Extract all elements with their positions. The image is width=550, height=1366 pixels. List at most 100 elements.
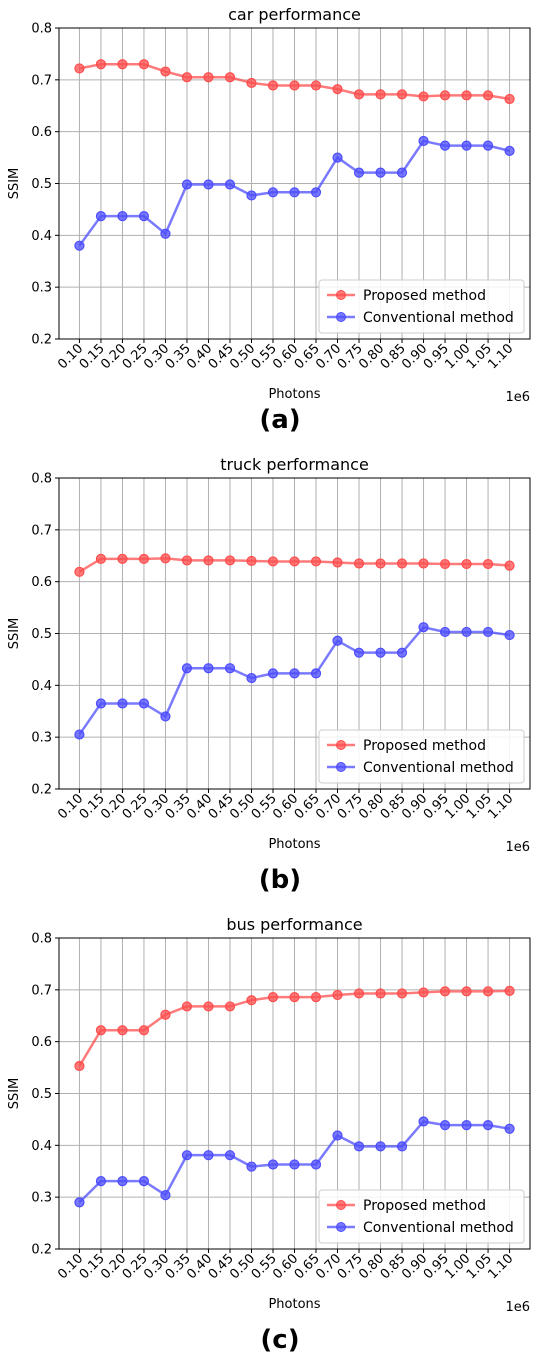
data-point-proposed (160, 553, 171, 564)
data-point-proposed (117, 1025, 128, 1036)
data-point-proposed (138, 553, 150, 564)
y-axis-label: SSIM (7, 618, 22, 650)
y-tick-label: 0.2 (31, 333, 52, 348)
x-axis-offset-text: 1e6 (505, 840, 530, 855)
data-point-proposed (95, 553, 107, 564)
data-point-conventional (74, 240, 85, 251)
data-point-proposed (267, 556, 279, 567)
data-point-conventional (267, 668, 279, 679)
data-point-conventional (267, 1159, 279, 1170)
data-point-proposed (181, 72, 193, 83)
data-point-conventional (160, 1189, 171, 1201)
y-tick-label: 0.6 (31, 1035, 52, 1050)
x-axis-label: Photons (268, 387, 320, 402)
data-point-conventional (332, 152, 343, 163)
data-point-proposed (396, 558, 408, 569)
data-point-proposed (267, 991, 279, 1003)
data-point-proposed (310, 80, 322, 91)
data-point-proposed (353, 558, 365, 569)
y-tick-label: 0.7 (31, 983, 52, 998)
data-point-conventional (418, 1116, 429, 1127)
data-point-proposed (310, 556, 322, 567)
data-point-proposed (482, 986, 494, 997)
data-point-proposed (353, 988, 365, 999)
data-point-proposed (353, 89, 365, 100)
data-point-proposed (418, 558, 429, 569)
legend-label-conventional: Conventional method (363, 1220, 514, 1236)
data-point-proposed (375, 988, 386, 999)
data-point-conventional (332, 635, 343, 646)
y-tick-label: 0.4 (31, 1139, 52, 1154)
data-point-conventional (353, 647, 365, 658)
y-tick-label: 0.5 (31, 177, 52, 192)
y-tick-label: 0.8 (31, 472, 52, 487)
y-tick-label: 0.4 (31, 679, 52, 694)
data-point-conventional (332, 1130, 343, 1141)
data-point-conventional (396, 647, 408, 658)
data-point-proposed (482, 90, 494, 101)
data-point-conventional (181, 663, 193, 674)
legend-marker-conventional (336, 762, 346, 772)
data-point-conventional (439, 140, 451, 151)
panel-label: (a) (259, 405, 300, 435)
y-tick-label: 0.5 (31, 627, 52, 642)
y-tick-label: 0.6 (31, 125, 52, 140)
data-point-conventional (375, 167, 386, 178)
data-point-conventional (439, 626, 451, 638)
chart-title: truck performance (220, 455, 369, 474)
data-point-conventional (289, 668, 300, 679)
data-point-conventional (418, 135, 429, 147)
data-point-conventional (246, 1161, 257, 1172)
data-point-conventional (310, 187, 322, 198)
data-point-proposed (396, 988, 408, 999)
x-tick-label: 1.10 (485, 1251, 516, 1282)
data-point-proposed (461, 558, 472, 570)
chart-panel-2: 0.20.30.40.50.60.70.80.100.150.200.250.3… (7, 455, 531, 895)
data-point-conventional (289, 1159, 300, 1170)
data-point-proposed (138, 59, 150, 70)
data-point-conventional (138, 698, 150, 709)
y-tick-label: 0.6 (31, 575, 52, 590)
y-tick-label: 0.2 (31, 783, 52, 798)
data-point-conventional (224, 1150, 236, 1161)
data-point-proposed (461, 90, 472, 101)
data-point-conventional (482, 140, 494, 151)
data-point-conventional (504, 1123, 515, 1134)
data-point-proposed (289, 991, 300, 1003)
legend-marker-conventional (336, 312, 346, 322)
data-point-proposed (375, 558, 386, 569)
x-tick-label: 1.10 (485, 341, 516, 372)
data-point-proposed (117, 59, 128, 70)
data-point-conventional (117, 211, 128, 222)
data-point-conventional (504, 145, 515, 156)
y-axis-label: SSIM (7, 168, 22, 200)
x-tick-label: 1.10 (485, 791, 516, 822)
data-point-proposed (203, 555, 214, 566)
legend-marker-proposed (336, 290, 346, 300)
data-point-proposed (74, 63, 85, 74)
data-point-proposed (95, 1025, 107, 1036)
plot-frame (58, 27, 531, 340)
data-point-proposed (504, 985, 515, 996)
data-point-conventional (117, 698, 128, 709)
y-tick-label: 0.4 (31, 229, 52, 244)
data-point-conventional (95, 1175, 107, 1187)
legend: Proposed method Conventional method (318, 729, 525, 784)
data-point-conventional (160, 228, 171, 239)
data-point-proposed (461, 986, 472, 997)
data-point-proposed (289, 80, 300, 91)
data-point-proposed (418, 91, 429, 102)
data-point-proposed (504, 560, 515, 571)
data-point-conventional (504, 629, 515, 641)
data-point-conventional (396, 167, 408, 178)
panel-label: (c) (260, 1325, 299, 1355)
data-point-conventional (138, 1175, 150, 1187)
legend-marker-proposed (336, 740, 346, 750)
data-point-proposed (246, 77, 257, 89)
data-point-proposed (203, 1001, 214, 1012)
y-axis-label: SSIM (7, 1078, 22, 1110)
legend-box (318, 279, 525, 334)
data-point-conventional (246, 190, 257, 201)
data-point-conventional (203, 179, 214, 190)
y-tick-label: 0.2 (31, 1243, 52, 1258)
